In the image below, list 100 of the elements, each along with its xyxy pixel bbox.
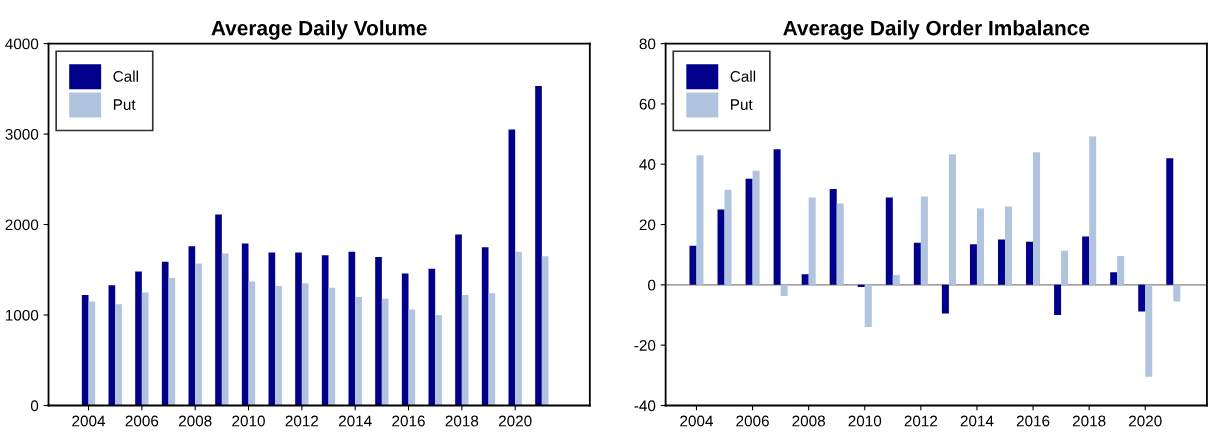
x-tick-label: 2008 xyxy=(792,415,825,427)
bar xyxy=(913,242,921,285)
chart-title: Average Daily Order Imbalance xyxy=(783,20,1090,40)
bar xyxy=(1033,152,1041,285)
bar xyxy=(195,263,202,406)
bar xyxy=(1110,272,1118,285)
bar xyxy=(752,170,760,285)
x-tick-label: 2010 xyxy=(848,415,882,427)
bar xyxy=(168,277,176,406)
bar xyxy=(1145,284,1153,377)
bar xyxy=(808,197,816,285)
bar xyxy=(1138,284,1146,312)
legend-label: Put xyxy=(113,99,136,110)
x-tick-label: 2006 xyxy=(736,415,769,427)
bar xyxy=(1082,236,1090,285)
bar xyxy=(328,287,336,406)
x-tick-label: 2018 xyxy=(445,415,479,427)
bar xyxy=(885,197,893,285)
x-tick-label: 2006 xyxy=(125,415,159,427)
bar xyxy=(215,214,222,406)
bar xyxy=(717,209,725,285)
bar xyxy=(1061,250,1069,285)
y-tick-label: 2000 xyxy=(5,219,39,231)
y-tick-label: -20 xyxy=(634,340,656,351)
bar xyxy=(745,178,753,285)
y-tick-label: -40 xyxy=(634,400,656,412)
y-tick-label: 80 xyxy=(639,38,656,50)
legend-label: Call xyxy=(113,70,138,82)
bar xyxy=(488,293,496,406)
bar xyxy=(1166,158,1174,285)
x-tick-label: 2018 xyxy=(1072,415,1106,427)
y-tick-label: 1000 xyxy=(5,309,39,321)
bar xyxy=(836,203,844,285)
bar xyxy=(381,298,389,406)
x-tick-label: 2008 xyxy=(178,415,212,427)
bar xyxy=(689,245,697,285)
x-tick-label: 2010 xyxy=(232,415,265,427)
bar xyxy=(401,273,409,406)
bar xyxy=(1004,206,1013,285)
bar xyxy=(275,286,282,406)
bar xyxy=(801,274,809,285)
y-tick-label: 0 xyxy=(30,400,39,412)
bar xyxy=(948,154,956,285)
bar xyxy=(141,292,149,406)
legend-label: Put xyxy=(731,99,753,110)
bar xyxy=(295,252,302,406)
x-tick-label: 2016 xyxy=(392,415,425,427)
y-tick-label: 20 xyxy=(639,219,656,231)
y-tick-label: 4000 xyxy=(5,38,39,50)
x-tick-label: 2012 xyxy=(904,415,938,427)
bar xyxy=(541,256,549,406)
bar xyxy=(435,315,442,406)
bar xyxy=(88,301,96,406)
bar xyxy=(428,268,436,406)
bar xyxy=(355,296,362,406)
bar xyxy=(375,257,382,406)
bar xyxy=(773,149,781,285)
bar xyxy=(1089,136,1097,285)
legend-label: Call xyxy=(730,70,756,82)
bar xyxy=(188,246,196,406)
x-tick-label: 2020 xyxy=(498,415,532,427)
bar xyxy=(81,295,89,406)
chart-title: Average Daily Volume xyxy=(211,20,427,40)
y-tick-label: 3000 xyxy=(5,128,39,140)
bar xyxy=(976,208,984,285)
bar xyxy=(108,285,116,406)
bar xyxy=(535,86,542,406)
bar xyxy=(135,271,142,406)
bar xyxy=(857,284,865,287)
bar xyxy=(481,247,489,406)
bar xyxy=(508,129,516,406)
y-tick-label: 0 xyxy=(648,279,656,291)
bar xyxy=(780,284,788,297)
bar xyxy=(997,239,1005,285)
bar xyxy=(301,283,309,406)
bar xyxy=(161,261,169,406)
x-tick-label: 2014 xyxy=(960,415,994,427)
y-tick-label: 40 xyxy=(639,159,656,170)
bar xyxy=(515,251,522,406)
x-tick-label: 2016 xyxy=(1016,415,1050,427)
x-tick-label: 2020 xyxy=(1129,415,1162,427)
bar xyxy=(1117,255,1125,285)
bar xyxy=(348,251,356,406)
bar xyxy=(115,304,122,406)
bar xyxy=(969,244,977,285)
x-tick-label: 2012 xyxy=(285,415,319,427)
bar xyxy=(892,274,900,285)
bar xyxy=(461,295,469,406)
x-tick-label: 2014 xyxy=(338,415,372,427)
bar xyxy=(1054,284,1062,316)
bar xyxy=(321,255,329,406)
bar xyxy=(1026,241,1034,285)
bar xyxy=(829,188,837,285)
bar xyxy=(696,155,704,285)
bar xyxy=(920,196,928,285)
x-tick-label: 2004 xyxy=(72,415,106,427)
bar xyxy=(941,284,949,314)
bar xyxy=(221,253,229,406)
bar xyxy=(724,189,732,285)
bar xyxy=(1173,284,1181,302)
